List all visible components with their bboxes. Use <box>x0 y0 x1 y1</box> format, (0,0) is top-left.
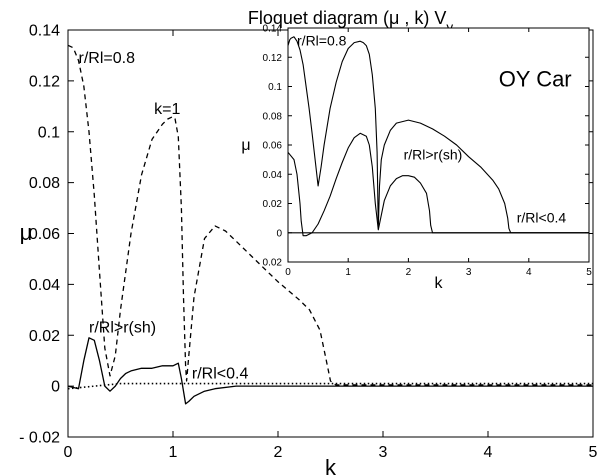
main-annotation: k=1 <box>154 101 180 118</box>
main-y-tick-label: - 0.02 <box>19 430 60 447</box>
inset-plot-background <box>288 28 589 262</box>
inset-y-tick-label: 0.02 <box>263 199 283 210</box>
inset-annotation: r/Rl<0.4 <box>517 210 567 226</box>
main-x-tick-label: 3 <box>379 444 388 461</box>
inset-x-tick-label: 4 <box>526 267 532 278</box>
inset-x-axis-label: k <box>435 275 444 292</box>
inset-annotation: OY Car <box>499 67 572 92</box>
main-annotation: r/Rl<0.4 <box>192 365 249 382</box>
main-y-tick-label: 0.02 <box>29 328 60 345</box>
inset-y-tick-label: 0.04 <box>263 170 283 181</box>
inset-y-tick-label: 0.06 <box>263 141 283 152</box>
inset-y-tick-label: 0.1 <box>268 82 282 93</box>
main-x-tick-label: 5 <box>589 444 597 461</box>
inset-series-line-1 <box>287 36 589 234</box>
inset-y-tick-label: 0.12 <box>263 53 283 64</box>
inset-series-line-2 <box>287 132 589 237</box>
inset-plot-frame <box>287 27 590 263</box>
inset-y-tick-label: 0.02 <box>263 258 283 269</box>
main-x-tick-label: 2 <box>274 444 283 461</box>
main-series-line-2 <box>67 337 593 405</box>
inset-y-tick-label: 0.08 <box>263 111 283 122</box>
main-x-tick-label: 1 <box>169 444 178 461</box>
inset-y-tick-label: 0 <box>276 228 282 239</box>
main-y-tick-label: 0.1 <box>38 124 60 141</box>
inset-x-tick-label: 1 <box>345 267 351 278</box>
inset-y-tick-label: 0.14 <box>263 24 283 35</box>
main-annotation: r/Rl=0.8 <box>79 50 136 67</box>
main-x-axis-label: k <box>325 455 337 476</box>
main-y-tick-label: 0.14 <box>29 23 60 40</box>
main-x-tick-label: 4 <box>484 444 493 461</box>
inset-x-tick-label: 2 <box>406 267 412 278</box>
inset-x-tick-label: 0 <box>285 267 291 278</box>
inset-y-axis-label: μ <box>241 137 250 154</box>
main-y-tick-label: 0.04 <box>29 277 60 294</box>
inset-x-tick-label: 5 <box>586 267 592 278</box>
inset-x-tick-label: 3 <box>466 267 472 278</box>
main-y-tick-label: 0.08 <box>29 175 60 192</box>
main-annotation: r/Rl>r(sh) <box>89 320 156 337</box>
main-y-axis-label: μ <box>20 220 33 245</box>
main-y-tick-label: 0 <box>51 379 60 396</box>
main-y-tick-label: 0.12 <box>29 73 60 90</box>
inset-annotation: r/Rl=0.8 <box>297 33 347 49</box>
main-x-tick-label: 0 <box>64 444 73 461</box>
main-y-tick-label: 0.06 <box>29 226 60 243</box>
inset-annotation: r/Rl>r(sh) <box>404 147 463 163</box>
